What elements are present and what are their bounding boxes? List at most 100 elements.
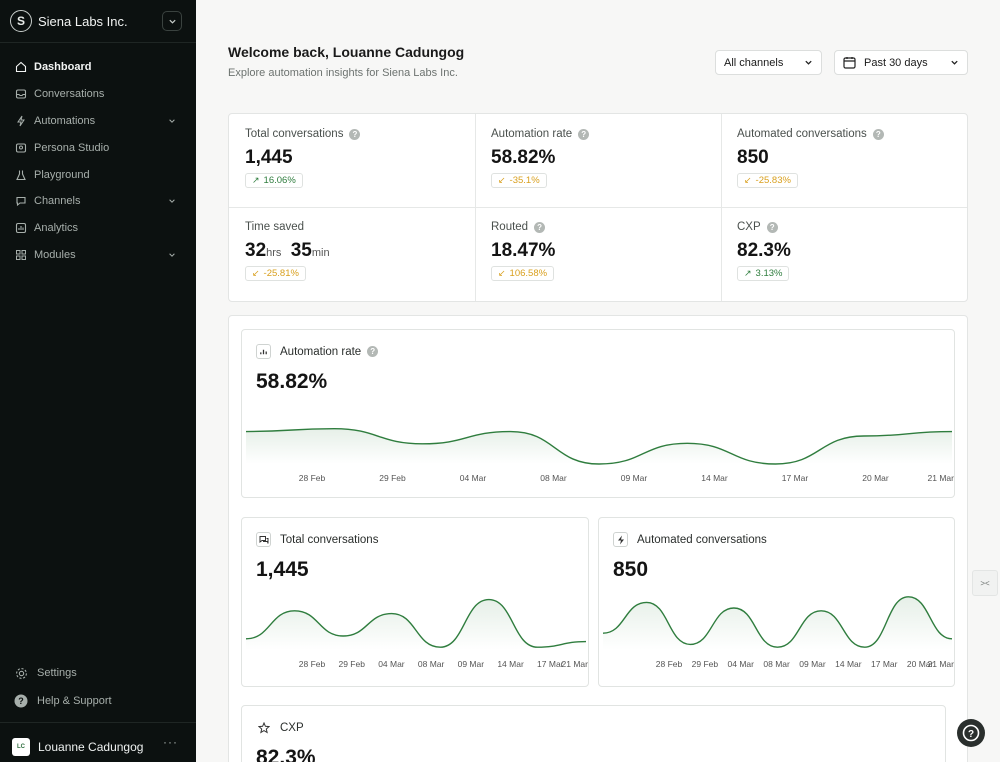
- change-value: -25.83%: [755, 175, 791, 186]
- x-tick-label: 29 Feb: [338, 659, 365, 669]
- help-button[interactable]: ?: [957, 719, 985, 747]
- chevron-down-icon: [169, 199, 175, 203]
- sidebar-item-label: Playground: [34, 168, 90, 181]
- star-icon: [256, 720, 271, 735]
- sidebar-item-conversations[interactable]: Conversations: [0, 81, 196, 108]
- stat-label: Time saved: [245, 221, 305, 233]
- help-icon[interactable]: ?: [872, 128, 884, 140]
- persona-icon: [14, 141, 28, 155]
- arrow-down-left-icon: ↙: [744, 175, 752, 185]
- help-icon[interactable]: ?: [367, 346, 379, 357]
- stat-routed: Routed? 18.47% ↙ 106.58%: [475, 207, 721, 301]
- sidebar-item-label: Conversations: [34, 88, 105, 101]
- stat-automation-rate: Automation rate? 58.82% ↙ -35.1%: [475, 114, 721, 208]
- bolt-icon: [613, 532, 628, 547]
- change-badge: ↙ 106.58%: [491, 266, 555, 281]
- sidebar-item-label: Persona Studio: [34, 141, 110, 154]
- card-title: Automated conversations: [637, 533, 767, 546]
- org-switcher[interactable]: S Siena Labs Inc.: [10, 8, 184, 34]
- chart-series-line: [245, 428, 953, 465]
- more-options-icon[interactable]: ···: [163, 735, 178, 749]
- help-circle-icon: ?: [14, 694, 28, 708]
- help-icon[interactable]: ?: [578, 128, 590, 140]
- sidebar-item-dashboard[interactable]: Dashboard: [0, 54, 196, 81]
- x-tick-label: 04 Mar: [378, 659, 405, 669]
- x-tick-label: 14 Mar: [701, 473, 728, 483]
- sidebar-item-label: Analytics: [34, 222, 79, 235]
- help-icon[interactable]: ?: [766, 221, 778, 233]
- change-value: 16.06%: [263, 175, 296, 186]
- stat-label: Automated conversations: [737, 128, 867, 140]
- sidebar-item-label: Channels: [34, 195, 81, 208]
- sidebar-item-playground[interactable]: Playground: [0, 161, 196, 188]
- help-icon[interactable]: ?: [349, 128, 361, 140]
- x-tick-label: 28 Feb: [656, 659, 683, 669]
- chevron-down-icon: [169, 119, 175, 123]
- sidebar-item-persona-studio[interactable]: Persona Studio: [0, 134, 196, 161]
- x-tick-label: 17 Mar: [537, 659, 564, 669]
- change-value: -35.1%: [509, 175, 540, 186]
- help-support-link[interactable]: ? Help & Support: [0, 687, 196, 715]
- sidebar-item-label: Automations: [34, 114, 96, 127]
- stat-label: Automation rate: [491, 128, 573, 140]
- sidebar: S Siena Labs Inc. Dashboard Conversation…: [0, 0, 196, 762]
- help-icon[interactable]: ?: [534, 221, 546, 233]
- card-value: 1,445: [256, 558, 309, 581]
- x-tick-label: 17 Mar: [871, 659, 898, 669]
- sidebar-item-channels[interactable]: Channels: [0, 188, 196, 215]
- sidebar-item-label: Dashboard: [34, 61, 92, 74]
- x-tick-label: 14 Mar: [497, 659, 524, 669]
- automated-conversations-card: Automated conversations 850 28 Feb 29 Feb…: [598, 517, 955, 687]
- hours-unit: hrs: [266, 247, 282, 259]
- home-icon: [14, 60, 28, 74]
- x-tick-label: 14 Mar: [835, 659, 862, 669]
- collapse-panel-icon[interactable]: ><: [972, 570, 998, 596]
- sidebar-nav: Dashboard Conversations Automations Pers…: [0, 54, 196, 268]
- flask-icon: [14, 168, 28, 182]
- svg-text:?: ?: [18, 696, 24, 706]
- card-title: CXP: [280, 721, 304, 734]
- date-range-value: Past 30 days: [864, 56, 928, 69]
- x-tick-label: 09 Mar: [458, 659, 485, 669]
- date-range-select[interactable]: Past 30 days: [834, 50, 968, 75]
- sidebar-item-analytics[interactable]: Analytics: [0, 215, 196, 242]
- card-title: Automation rate: [280, 345, 362, 358]
- chart-icon: [14, 221, 28, 235]
- change-value: 3.13%: [755, 268, 783, 279]
- sidebar-divider: [0, 42, 196, 43]
- channel-filter-select[interactable]: All channels: [715, 50, 822, 75]
- stat-automated-conversations: Automated conversations? 850 ↙ -25.83%: [721, 114, 967, 208]
- x-tick-label: 08 Mar: [418, 659, 445, 669]
- x-tick-label: 04 Mar: [728, 659, 755, 669]
- settings-link[interactable]: Settings: [0, 659, 196, 687]
- divider: [229, 207, 967, 208]
- sidebar-item-modules[interactable]: Modules: [0, 242, 196, 269]
- x-tick-label: 20 Mar: [907, 659, 934, 669]
- bolt-icon: [14, 114, 28, 128]
- chevron-down-icon: [805, 60, 812, 65]
- x-tick-label: 17 Mar: [782, 473, 809, 483]
- arrow-down-left-icon: ↙: [498, 175, 506, 185]
- page-title: Welcome back, Louanne Cadungog: [228, 44, 465, 60]
- main-content: Welcome back, Louanne Cadungog Explore a…: [196, 0, 1000, 762]
- x-tick-label: 21 Mar: [562, 659, 589, 669]
- calendar-icon: [843, 57, 856, 69]
- chart-area: [246, 599, 586, 650]
- x-tick-label: 29 Feb: [692, 659, 719, 669]
- stat-time-saved: Time saved 32hrs 35min ↙ -25.81%: [229, 207, 475, 301]
- sidebar-item-automations[interactable]: Automations: [0, 108, 196, 135]
- automation-rate-chart: 28 Feb 29 Feb 04 Mar 08 Mar 09 Mar 14 Mar 17 M…: [245, 428, 954, 483]
- org-switch-button[interactable]: [162, 11, 182, 31]
- x-tick-label: 09 Mar: [621, 473, 648, 483]
- change-badge: ↙ -25.81%: [245, 266, 306, 281]
- chart-series-line: [245, 598, 587, 648]
- svg-text:?: ?: [968, 729, 974, 740]
- automation-rate-card: Automation rate ? 58.82% 28 Feb 29 Feb 04 …: [241, 329, 955, 498]
- arrow-down-left-icon: ↙: [498, 268, 506, 278]
- sidebar-bottom: Settings ? Help & Support: [0, 659, 196, 715]
- arrow-down-left-icon: ↙: [252, 268, 260, 278]
- stat-value: 58.82%: [491, 147, 556, 168]
- change-badge: ↗ 3.13%: [737, 266, 790, 281]
- user-menu[interactable]: LC Louanne Cadungog ···: [0, 722, 196, 762]
- minutes-value: 35: [290, 240, 312, 261]
